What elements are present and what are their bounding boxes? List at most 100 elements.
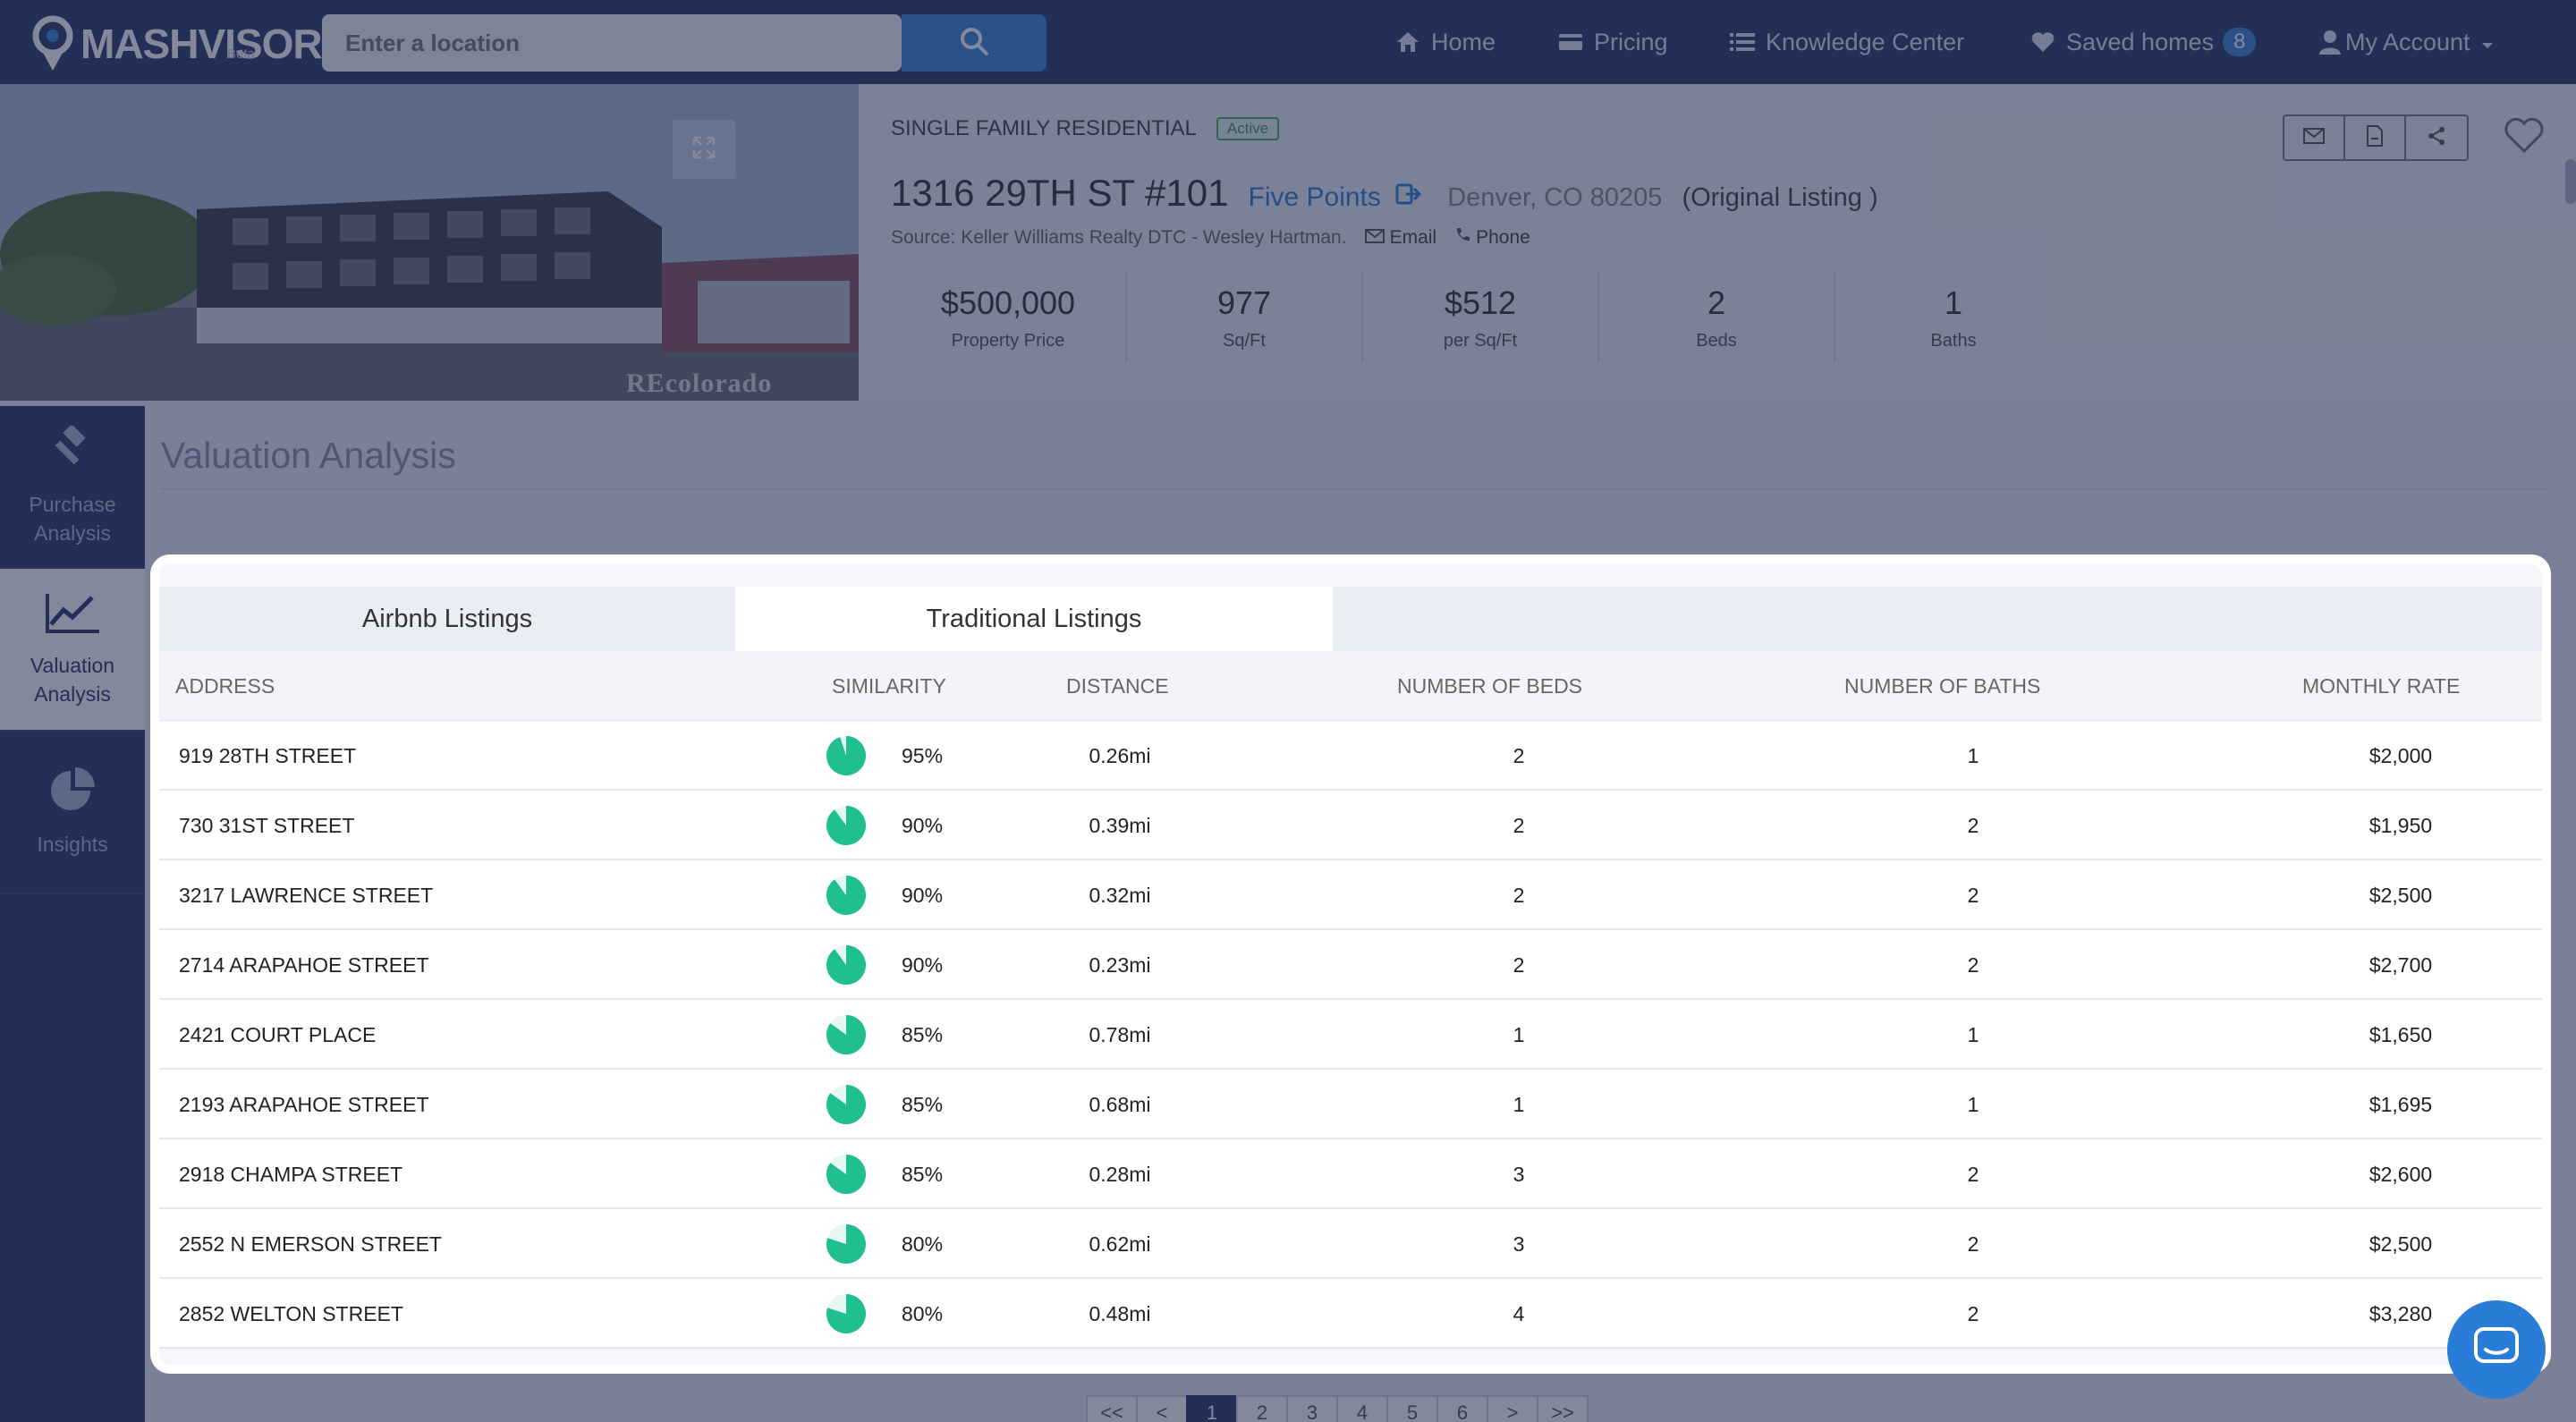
comparables-panel-body: Airbnb Listings Traditional Listings ADD… xyxy=(159,563,2542,1365)
property-type: SINGLE FAMILY RESIDENTIAL Active xyxy=(891,116,1280,141)
page-button[interactable]: > xyxy=(1487,1395,1538,1422)
monthly-rate-cell: $2,600 xyxy=(2368,1162,2433,1186)
page-scrollbar[interactable] xyxy=(2565,159,2576,204)
nav-pricing[interactable]: Pricing xyxy=(1558,0,1668,84)
email-button[interactable] xyxy=(2284,116,2345,159)
table-row[interactable]: 2552 N EMERSON STREET 80% 0.62mi 3 2 $2,500 xyxy=(159,1209,2542,1279)
saved-count-badge: 8 xyxy=(2223,28,2257,56)
similarity-cell: 90% xyxy=(902,883,944,907)
header-distance[interactable]: DISTANCE xyxy=(1066,673,1169,698)
page-button[interactable]: 3 xyxy=(1286,1395,1338,1422)
address-cell: 3217 LAWRENCE STREET xyxy=(179,883,434,907)
page-button[interactable]: >> xyxy=(1537,1395,1589,1422)
similarity-cell: 90% xyxy=(902,952,944,977)
distance-cell: 0.23mi xyxy=(1089,952,1151,977)
location-search-input[interactable] xyxy=(322,14,902,72)
expand-photo-button[interactable] xyxy=(673,120,735,179)
sidebar-item-insights[interactable]: Insights xyxy=(0,732,145,894)
address-cell: 919 28TH STREET xyxy=(179,743,357,767)
stat-beds: 2 Beds xyxy=(1599,272,1835,361)
original-listing-link[interactable]: (Original Listing ) xyxy=(1682,183,1878,212)
header-address[interactable]: ADDRESS xyxy=(175,673,275,698)
stat-price-per-sqft: $512 per Sq/Ft xyxy=(1363,272,1599,361)
table-row[interactable]: 2852 WELTON STREET 80% 0.48mi 4 2 $3,280 xyxy=(159,1279,2542,1349)
save-home-button[interactable] xyxy=(2503,116,2546,158)
sidebar-item-valuation-analysis[interactable]: Valuation Analysis xyxy=(0,569,145,732)
table-row[interactable]: 2714 ARAPAHOE STREET 90% 0.23mi 2 2 $2,700 xyxy=(159,930,2542,1000)
baths-cell: 1 xyxy=(1967,1092,1979,1116)
address-cell: 2918 CHAMPA STREET xyxy=(179,1162,403,1186)
share-button[interactable] xyxy=(2406,116,2467,159)
page-button[interactable]: 1 xyxy=(1186,1395,1238,1422)
tab-airbnb-listings[interactable]: Airbnb Listings xyxy=(159,587,735,651)
property-actions xyxy=(2283,114,2469,161)
location-search xyxy=(322,14,902,72)
email-label: Email xyxy=(1389,227,1437,248)
sidebar-item-label: Insights xyxy=(37,833,108,856)
page-button[interactable]: < xyxy=(1136,1395,1188,1422)
nav-my-account[interactable]: My Account xyxy=(2318,0,2494,84)
page-button[interactable]: << xyxy=(1086,1395,1138,1422)
page-button[interactable]: 2 xyxy=(1236,1395,1288,1422)
tab-traditional-listings[interactable]: Traditional Listings xyxy=(735,587,1333,651)
beds-cell: 3 xyxy=(1513,1232,1525,1256)
monthly-rate-cell: $3,280 xyxy=(2368,1301,2433,1325)
chat-bubble-icon xyxy=(2473,1326,2520,1374)
sidebar-item-purchase-analysis[interactable]: Purchase Analysis xyxy=(0,406,145,569)
table-row[interactable]: 2918 CHAMPA STREET 85% 0.28mi 3 2 $2,600 xyxy=(159,1139,2542,1209)
stat-label: Sq/Ft xyxy=(1223,331,1266,351)
stat-value: $512 xyxy=(1444,284,1517,321)
table-row[interactable]: 730 31ST STREET 90% 0.39mi 2 2 $1,950 xyxy=(159,791,2542,860)
distance-cell: 0.68mi xyxy=(1089,1092,1151,1116)
baths-cell: 1 xyxy=(1967,743,1979,767)
address-cell: 2852 WELTON STREET xyxy=(179,1301,403,1325)
page-button[interactable]: 5 xyxy=(1386,1395,1438,1422)
stat-label: per Sq/Ft xyxy=(1443,331,1518,351)
property-photo[interactable]: REcolorado xyxy=(0,84,859,401)
nav-home-label: Home xyxy=(1431,28,1496,55)
header-similarity[interactable]: SIMILARITY xyxy=(832,673,946,698)
baths-cell: 1 xyxy=(1967,1022,1979,1046)
page-title: Valuation Analysis xyxy=(161,435,456,476)
header-baths[interactable]: NUMBER OF BATHS xyxy=(1844,673,2041,698)
heart-outline-icon xyxy=(2503,117,2546,157)
property-stats: $500,000 Property Price 977 Sq/Ft $512 p… xyxy=(891,272,2072,361)
search-button[interactable] xyxy=(902,14,1046,72)
similarity-cell: 90% xyxy=(902,813,944,837)
monthly-rate-cell: $1,695 xyxy=(2368,1092,2433,1116)
pdf-button[interactable] xyxy=(2345,116,2406,159)
nav-saved-label: Saved homes xyxy=(2066,28,2215,55)
neighborhood-label: Five Points xyxy=(1248,182,1381,212)
table-row[interactable]: 2193 ARAPAHOE STREET 85% 0.68mi 1 1 $1,695 xyxy=(159,1070,2542,1139)
table-row[interactable]: 3217 LAWRENCE STREET 90% 0.32mi 2 2 $2,500 xyxy=(159,860,2542,930)
header-monthly-rate[interactable]: MONTHLY RATE xyxy=(2302,673,2461,698)
header-beds[interactable]: NUMBER OF BEDS xyxy=(1397,673,1583,698)
similarity-pie-icon xyxy=(825,930,868,1000)
brand-logo[interactable]: MASHVISOR xyxy=(30,14,323,73)
share-icon xyxy=(2427,126,2446,150)
address-cell: 2552 N EMERSON STREET xyxy=(179,1232,442,1256)
nav-knowledge-center[interactable]: Knowledge Center xyxy=(1730,0,1964,84)
nav-home[interactable]: Home xyxy=(1395,0,1496,84)
baths-cell: 2 xyxy=(1967,813,1979,837)
beds-cell: 3 xyxy=(1513,1162,1525,1186)
page-button[interactable]: 6 xyxy=(1436,1395,1488,1422)
photo-watermark: REcolorado xyxy=(626,368,773,398)
nav-account-label: My Account xyxy=(2345,28,2470,55)
distance-cell: 0.78mi xyxy=(1089,1022,1151,1046)
table-row[interactable]: 919 28TH STREET 95% 0.26mi 2 1 $2,000 xyxy=(159,721,2542,791)
nav-saved-homes[interactable]: Saved homes 8 xyxy=(2030,0,2257,84)
neighborhood-link[interactable]: Five Points xyxy=(1249,182,1423,213)
status-badge: Active xyxy=(1216,117,1280,140)
page-button[interactable]: 4 xyxy=(1336,1395,1388,1422)
table-row[interactable]: 2421 COURT PLACE 85% 0.78mi 1 1 $1,650 xyxy=(159,1000,2542,1070)
distance-cell: 0.32mi xyxy=(1089,883,1151,907)
phone-label: Phone xyxy=(1476,227,1530,248)
monthly-rate-cell: $2,500 xyxy=(2368,883,2433,907)
phone-agent-link[interactable]: Phone xyxy=(1454,227,1530,249)
chat-button[interactable] xyxy=(2447,1300,2546,1399)
email-agent-link[interactable]: Email xyxy=(1364,227,1437,249)
similarity-pie-icon xyxy=(825,1279,868,1349)
similarity-pie-icon xyxy=(825,1209,868,1279)
similarity-pie-icon xyxy=(825,1000,868,1070)
